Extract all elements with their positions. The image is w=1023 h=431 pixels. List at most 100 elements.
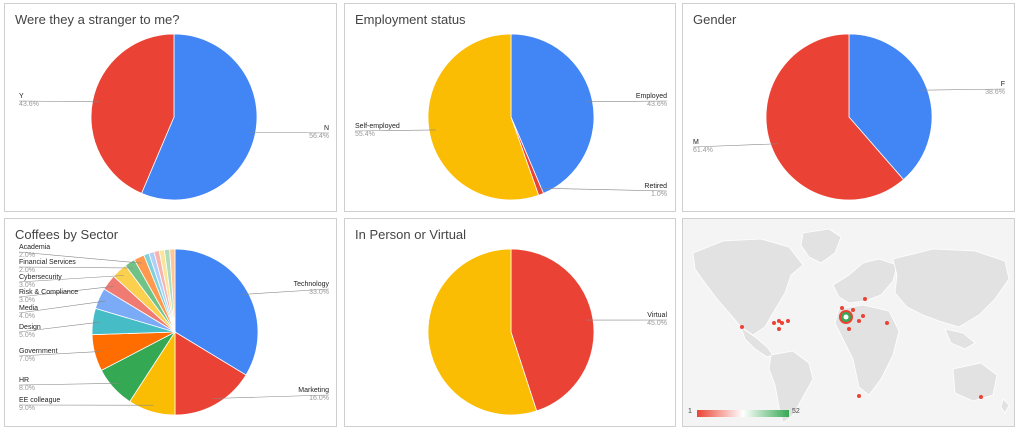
chart-title: Coffees by Sector xyxy=(15,227,119,242)
slice-category-label: Academia xyxy=(19,244,50,251)
slice-value-label: 7.0% xyxy=(19,356,35,363)
leader-line xyxy=(18,100,100,103)
slice-value-label: 2.0% xyxy=(19,267,35,274)
chart-title: Were they a stranger to me? xyxy=(15,12,180,27)
pie-slice xyxy=(427,33,540,201)
map-markers xyxy=(740,297,983,399)
pie-slice xyxy=(510,248,595,412)
slice-category-label: Y xyxy=(19,93,24,100)
map-marker xyxy=(840,306,844,310)
map-marker xyxy=(786,319,790,323)
pie-slice xyxy=(765,33,905,201)
slice-category-label: Marketing xyxy=(298,387,329,394)
chart-panel-gender: Gender F 38.6% M 61.4% xyxy=(682,3,1015,212)
slice-category-label: F xyxy=(1001,81,1005,88)
new-zealand-shape xyxy=(1000,398,1010,414)
map-legend-gradient xyxy=(697,410,789,417)
leader-line xyxy=(585,100,668,103)
slice-category-label: Financial Services xyxy=(19,259,76,266)
pie-slice xyxy=(848,33,933,181)
slice-value-label: 8.0% xyxy=(19,385,35,392)
southeast-asia-shape xyxy=(944,328,976,350)
asia-shape xyxy=(892,248,1010,328)
chart-panel-employment: Employment status Employed 43.6% Retired 1.… xyxy=(344,3,676,212)
slice-value-label: 9.0% xyxy=(19,405,35,412)
pie-slice xyxy=(174,248,259,376)
pie-chart-gender: F38.6% M61.4% xyxy=(692,33,1006,201)
south-america-shape xyxy=(768,350,814,424)
leader-line xyxy=(538,187,668,192)
slice-category-label: Self-employed xyxy=(355,123,400,130)
uk-highlight-inner xyxy=(843,314,849,320)
chart-panel-sector: Coffees by Sector Technology 33.0% Marketi… xyxy=(4,218,337,427)
pie-slice xyxy=(169,248,176,333)
continents xyxy=(692,228,1010,424)
slice-value-label: 45.0% xyxy=(647,320,667,327)
slice-label-group: HR8.0% xyxy=(18,377,119,392)
leader-line xyxy=(241,288,330,295)
leader-line xyxy=(248,131,330,134)
leader-line xyxy=(212,394,330,399)
world-map xyxy=(692,228,1010,424)
slice-category-label: HR xyxy=(19,377,29,384)
slice-category-label: EE colleague xyxy=(19,397,60,404)
chart-title: Gender xyxy=(693,12,737,27)
slice-value-label: 43.6% xyxy=(19,101,39,108)
slice-category-label: Risk & Compliance xyxy=(19,289,78,296)
pie-slice xyxy=(140,33,258,201)
chart-panel-stranger: Were they a stranger to me? N 56.4% Y 43.6% xyxy=(4,3,337,212)
slice-value-label: 61.4% xyxy=(693,147,713,154)
europe-shape xyxy=(832,258,898,304)
leader-line xyxy=(18,351,102,357)
north-america-shape xyxy=(692,238,804,336)
greenland-shape xyxy=(800,228,842,264)
slice-category-label: Technology xyxy=(294,281,330,288)
leader-line xyxy=(18,275,124,283)
slice-value-label: 38.6% xyxy=(985,89,1005,96)
map-marker xyxy=(847,327,851,331)
map-marker xyxy=(772,321,776,325)
leader-line xyxy=(18,300,106,314)
map-marker xyxy=(777,327,781,331)
map-marker xyxy=(780,321,784,325)
pie-slice xyxy=(427,248,538,416)
map-marker xyxy=(885,321,889,325)
slice-value-label: 16.0% xyxy=(309,395,329,402)
leader-line xyxy=(18,383,119,386)
slice-value-label: 3.0% xyxy=(19,282,35,289)
slice-value-label: 55.4% xyxy=(355,131,375,138)
map-marker xyxy=(857,394,861,398)
slice-category-label: Employed xyxy=(636,93,667,100)
slice-label-group: N56.4% xyxy=(248,125,330,140)
slice-category-label: Media xyxy=(19,305,38,312)
map-legend-min: 1 xyxy=(688,408,692,415)
map-marker xyxy=(740,325,744,329)
pie-slice xyxy=(174,331,247,416)
map-marker xyxy=(863,297,867,301)
slice-category-label: Government xyxy=(19,348,58,355)
pie-slice xyxy=(90,33,175,194)
slice-value-label: 33.0% xyxy=(309,289,329,296)
map-marker xyxy=(857,319,861,323)
leader-line xyxy=(692,143,778,148)
leader-line xyxy=(920,88,1006,91)
chart-title: In Person or Virtual xyxy=(355,227,467,242)
leader-line xyxy=(18,286,114,298)
slice-label-group: F38.6% xyxy=(920,81,1006,96)
slice-category-label: Virtual xyxy=(647,312,667,319)
pie-chart-stranger: N56.4% Y43.6% xyxy=(18,33,330,201)
pie-slice xyxy=(510,33,595,194)
leader-line xyxy=(18,251,142,264)
